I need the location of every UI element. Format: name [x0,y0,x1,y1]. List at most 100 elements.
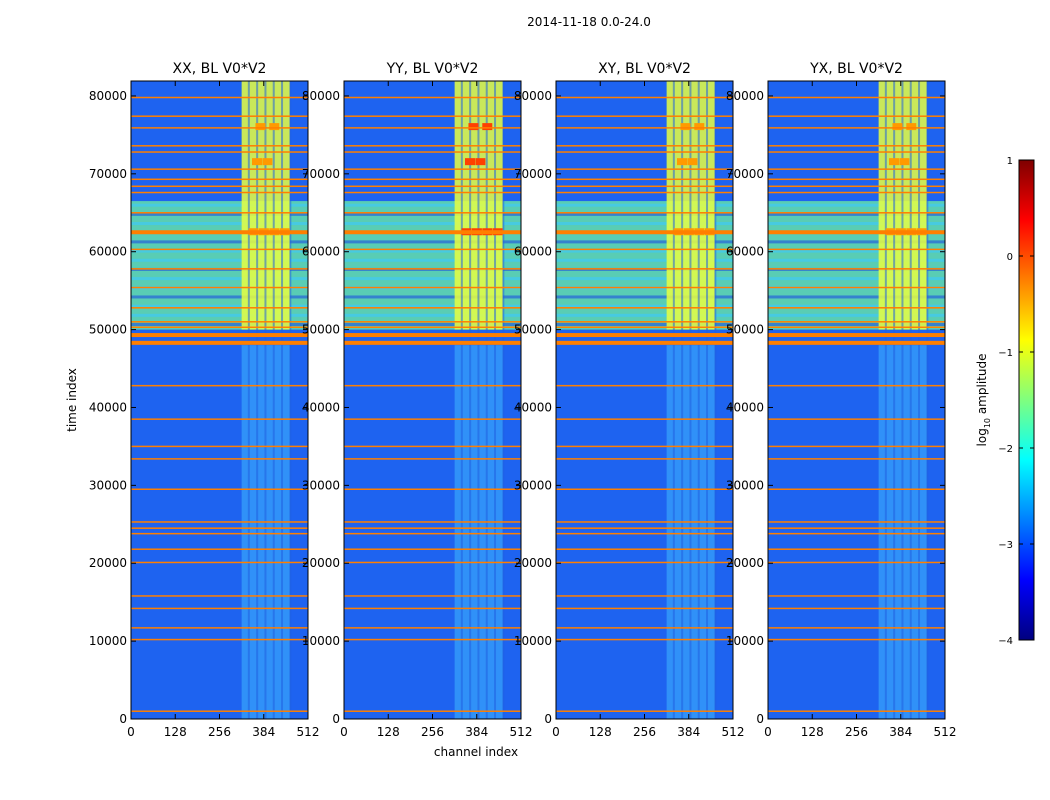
y-tick-label: 10000 [302,634,340,648]
band-stripe [768,258,945,262]
rfi-line [131,521,308,523]
colorbar-tick-label: 1 [1007,156,1013,167]
band-stripe [131,258,308,262]
band-stripe [768,304,945,308]
band-stripe [556,222,733,226]
band-stripe [344,222,521,226]
y-tick-label: 80000 [726,89,764,103]
band-stripe [768,249,945,253]
rfi-line [768,168,945,170]
rfi-line [556,384,733,387]
x-tick-label: 256 [421,725,444,739]
rfi-line [344,710,521,712]
rfi-line [556,548,733,550]
rfi-line [556,710,733,712]
rfi-line [131,333,308,338]
rfi-line [131,326,308,329]
y-tick-label: 70000 [89,167,127,181]
channel-gap [697,81,700,719]
rfi-line [556,418,733,420]
rfi-line [131,548,308,550]
y-tick-label: 60000 [302,245,340,259]
rfi-line [768,532,945,535]
band-stripe [556,258,733,262]
x-tick-label: 384 [465,725,488,739]
y-tick-label: 30000 [89,478,127,492]
colorbar-tick-label: −4 [998,636,1013,647]
rfi-line [344,548,521,550]
rfi-line [556,248,733,251]
y-tick-label: 40000 [514,400,552,414]
rfi-line [768,96,945,99]
channel-gap [681,81,684,719]
rfi-line [768,115,945,117]
band-stripe [768,212,945,216]
x-tick-label: 128 [164,725,187,739]
rfi-line [344,527,521,529]
rfi-line [344,96,521,99]
rfi-line [344,458,521,460]
rfi-line [344,627,521,629]
hot-spot [888,158,899,166]
channel-gap [247,81,250,719]
rfi-line [556,268,733,270]
rfi-line [768,418,945,420]
y-tick-label: 10000 [514,634,552,648]
hot-spot [676,158,687,166]
heatmap-panel-2: XY, BL V0*V2 0 128 256 384 512 0 10000 20000 3000… [514,61,745,739]
channel-gap [256,81,259,719]
x-tick-label: 256 [633,725,656,739]
y-tick-label: 80000 [89,89,127,103]
heatmap-panel-0: XX, BL V0*V2 0 128 256 384 512 0 10000 20000 3000… [89,61,320,739]
rfi-line [768,521,945,523]
hot-spot [269,123,280,131]
hot-spot [906,123,917,131]
channel-gap [289,81,292,719]
rfi-line [556,333,733,338]
channel-gap [264,81,267,719]
band-stripe [768,295,945,299]
rfi-line [556,561,733,564]
rfi-line [131,286,308,289]
rfi-line [768,326,945,329]
rfi-line [556,185,733,188]
rfi-line [344,145,521,147]
x-tick-label: 256 [208,725,231,739]
rfi-line [344,445,521,448]
rfi-line [131,418,308,420]
band-stripe [556,203,733,207]
y-tick-label: 30000 [726,478,764,492]
rfi-line [556,212,733,214]
x-axis-label: channel index [434,745,518,759]
hot-spot [468,123,479,131]
band-stripe [344,313,521,317]
y-tick-label: 60000 [514,245,552,259]
band-stripe [131,295,308,299]
y-tick-label: 30000 [302,478,340,492]
rfi-line [556,521,733,523]
rfi-line [768,627,945,629]
band-stripe [344,323,521,327]
rfi-line [344,185,521,188]
x-tick-label: 128 [377,725,400,739]
rfi-line [556,151,733,153]
band-stripe [556,249,733,253]
band-stripe [344,295,521,299]
band-stripe [344,240,521,244]
x-tick-label: 0 [764,725,772,739]
rfi-line [131,127,308,129]
y-tick-label: 70000 [514,167,552,181]
rfi-line [768,384,945,387]
y-tick-label: 0 [119,712,127,726]
colorbar-tick-label: −3 [998,540,1013,551]
y-tick-label: 70000 [726,167,764,181]
rfi-line [344,168,521,170]
hot-spot [892,123,903,131]
band-stripe [344,304,521,308]
colorbar: −4 −3 −2 −1 0 1 log10 amplitude [975,156,1035,647]
channel-gap [485,81,488,719]
y-tick-label: 80000 [302,89,340,103]
y-tick-label: 50000 [514,323,552,337]
rfi-line [131,321,308,323]
channel-gap [714,81,717,719]
